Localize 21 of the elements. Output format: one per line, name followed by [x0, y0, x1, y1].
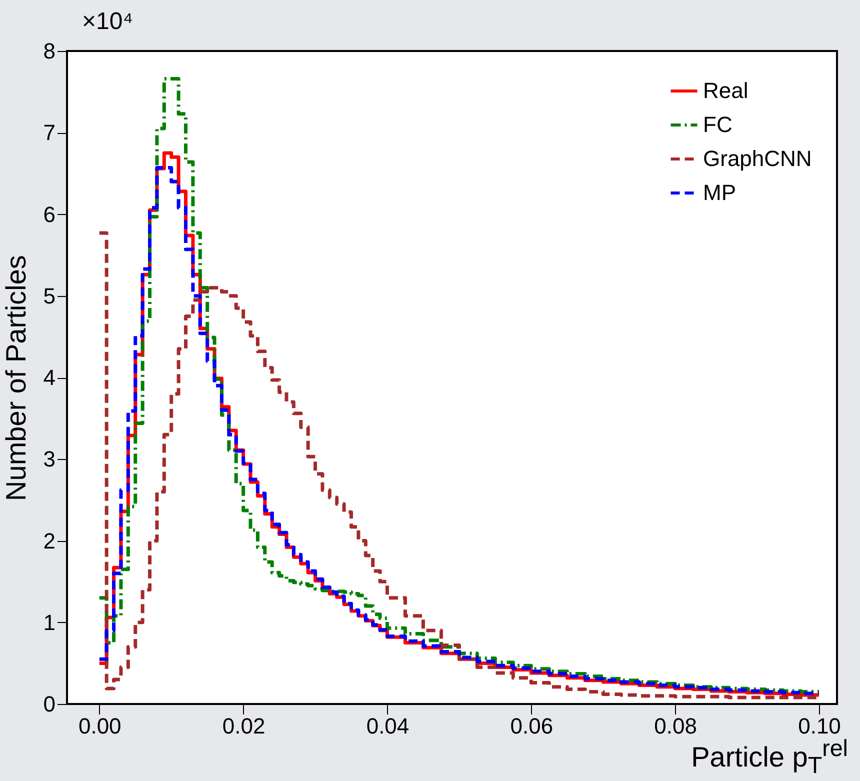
x-tick-label: 0.04 [366, 714, 410, 738]
y-tick-label: 3 [43, 446, 56, 472]
y-tick-label: 2 [43, 528, 56, 554]
y-tick-label: 7 [43, 120, 56, 146]
legend-label: MP [703, 180, 736, 205]
y-tick-label: 5 [43, 283, 56, 308]
x-tick-label: 0.10 [798, 714, 841, 738]
y-axis-title: Number of Particles [0, 255, 32, 501]
legend-label: FC [703, 112, 732, 137]
y-tick-label: 1 [43, 610, 56, 635]
y-tick-label: 4 [43, 365, 56, 390]
y-tick-label: 6 [43, 202, 56, 227]
x-tick-label: 0.08 [654, 714, 697, 738]
y-tick-label: 8 [43, 38, 56, 64]
legend-label: Real [703, 78, 748, 103]
legend-label: GraphCNN [703, 146, 812, 171]
x-tick-label: 0.06 [510, 714, 554, 738]
text: ×10⁴ [82, 8, 134, 36]
x-tick-label: 0.00 [78, 714, 122, 738]
x-tick-label: 0.02 [222, 714, 266, 738]
y-tick-label: 0 [43, 692, 56, 716]
